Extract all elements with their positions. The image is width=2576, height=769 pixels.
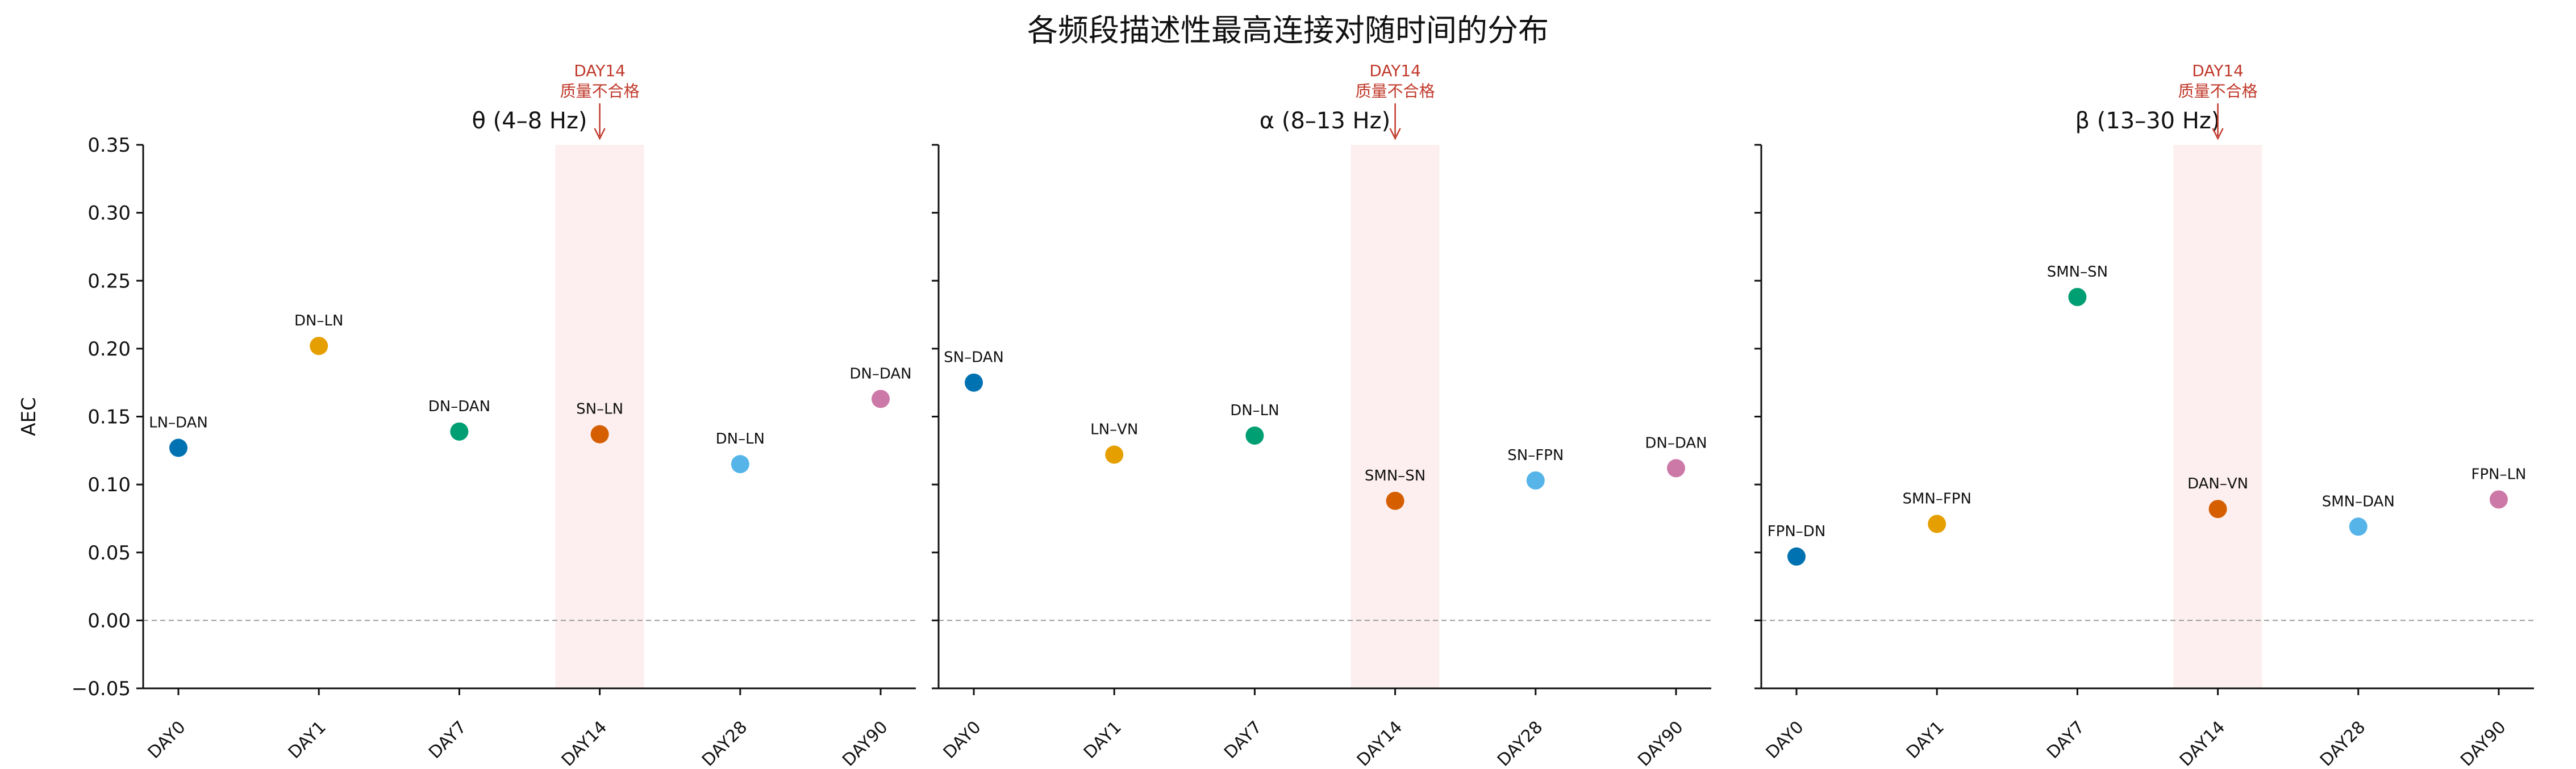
annotation-quality: 质量不合格	[560, 82, 640, 101]
point-label: DN–DAN	[1645, 434, 1707, 452]
x-tick-label: DAY28	[2316, 717, 2370, 769]
annotation-quality: 质量不合格	[1356, 82, 1435, 101]
annotation-arrow-head	[2212, 128, 2224, 140]
point-label: DN–LN	[716, 431, 765, 448]
x-tick-label: DAY14	[1353, 717, 1407, 769]
annotation-quality: 质量不合格	[2178, 82, 2258, 101]
point-label: DN–LN	[294, 312, 343, 329]
data-point	[731, 455, 749, 474]
annotation-arrow-head	[594, 128, 606, 140]
point-label: DN–DAN	[849, 365, 911, 382]
panel-2: DAY0 DAY1 DAY7 DAY14 DAY28 DAY90 β (13–30 Hz) F…	[1754, 61, 2534, 769]
point-label: SN–DAN	[944, 349, 1004, 366]
figure-title: 各频段描述性最高连接对随时间的分布	[1027, 12, 1549, 48]
y-tick-label: 0.30	[87, 202, 131, 225]
x-tick-label: DAY14	[558, 717, 611, 769]
point-label: SMN–SN	[1365, 467, 1425, 484]
annotation-day: DAY14	[574, 61, 626, 80]
x-tick-label: DAY90	[839, 717, 892, 769]
point-label: LN–DAN	[149, 415, 208, 432]
x-tick-label: DAY1	[1903, 717, 1948, 763]
data-point	[1526, 471, 1545, 490]
data-point	[169, 438, 187, 457]
x-tick-label: DAY7	[425, 717, 470, 763]
point-label: SN–FPN	[1507, 447, 1564, 464]
y-tick-label: 0.10	[87, 474, 131, 496]
x-tick-label: DAY0	[1762, 717, 1808, 763]
data-point	[1928, 515, 1946, 533]
panels: −0.05 0.00 0.05 0.10 0.15 0.20 0.25 0.30 0.35 AEC…	[18, 61, 2534, 769]
x-tick-label: DAY14	[2176, 717, 2229, 769]
highlight-band	[1350, 145, 1440, 688]
point-label: SN–LN	[576, 401, 623, 418]
data-point	[1105, 445, 1124, 464]
annotation-arrow-head	[1389, 128, 1401, 140]
point-label: SMN–DAN	[2322, 493, 2395, 510]
y-tick-label: 0.00	[87, 609, 131, 632]
panel-title: θ (4–8 Hz)	[472, 108, 587, 134]
data-point	[1787, 547, 1806, 566]
highlight-band	[2173, 145, 2262, 688]
y-axis-label: AEC	[18, 397, 40, 436]
x-tick-label: DAY0	[940, 717, 985, 763]
annotation-day: DAY14	[1369, 61, 1421, 80]
data-point	[1667, 459, 1685, 478]
x-tick-label: DAY7	[1220, 717, 1266, 763]
panel-0: −0.05 0.00 0.05 0.10 0.15 0.20 0.25 0.30 0.35 AEC…	[18, 61, 916, 769]
x-tick-label: DAY7	[2043, 717, 2089, 763]
panel-1: DAY0 DAY1 DAY7 DAY14 DAY28 DAY90 α (8–13 Hz) SN…	[932, 61, 1711, 769]
point-label: DN–LN	[1230, 402, 1279, 419]
x-tick-label: DAY28	[1494, 717, 1547, 769]
point-label: SMN–FPN	[1902, 491, 1971, 508]
x-tick-label: DAY90	[2457, 717, 2510, 769]
panel-title: β (13–30 Hz)	[2075, 108, 2220, 134]
annotation-day: DAY14	[2192, 61, 2244, 80]
point-label: LN–VN	[1090, 421, 1138, 438]
x-tick-label: DAY1	[1080, 717, 1126, 763]
y-tick-label: 0.20	[87, 338, 131, 361]
data-point	[310, 337, 328, 356]
highlight-band	[555, 145, 644, 688]
x-tick-label: DAY90	[1634, 717, 1687, 769]
panel-title: α (8–13 Hz)	[1260, 108, 1390, 134]
data-point	[2208, 500, 2227, 519]
data-point	[965, 373, 983, 392]
point-label: DAN–VN	[2187, 475, 2248, 492]
point-label: DN–DAN	[428, 398, 490, 415]
y-tick-label: −0.05	[72, 678, 131, 700]
y-tick-label: 0.35	[87, 134, 131, 157]
x-tick-label: DAY0	[144, 717, 190, 763]
data-point	[1245, 426, 1264, 445]
data-point	[2349, 517, 2367, 536]
x-tick-label: DAY28	[698, 717, 752, 769]
data-point	[1386, 491, 1404, 510]
y-tick-label: 0.15	[87, 406, 131, 429]
point-label: FPN–DN	[1768, 523, 1826, 540]
data-point	[2068, 287, 2087, 306]
y-tick-label: 0.05	[87, 542, 131, 565]
data-point	[590, 425, 609, 444]
point-label: FPN–LN	[2471, 466, 2526, 483]
data-point	[450, 422, 469, 441]
data-point	[872, 390, 890, 408]
point-label: SMN–SN	[2047, 264, 2108, 281]
y-tick-label: 0.25	[87, 270, 131, 292]
x-tick-label: DAY1	[285, 717, 330, 763]
data-point	[2490, 490, 2508, 509]
